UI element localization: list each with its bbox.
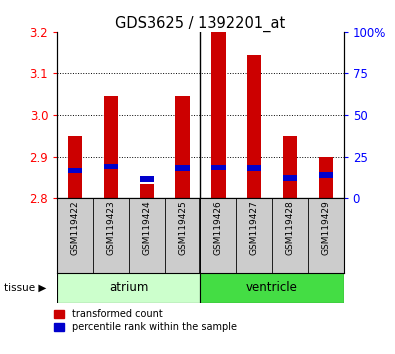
Text: ventricle: ventricle — [246, 281, 298, 294]
Bar — [175, 96, 190, 198]
Bar — [319, 156, 333, 198]
Text: tissue ▶: tissue ▶ — [4, 282, 46, 293]
Text: GSM119429: GSM119429 — [321, 200, 330, 255]
Text: GSM119425: GSM119425 — [178, 200, 187, 255]
Text: GSM119427: GSM119427 — [250, 200, 259, 255]
Bar — [139, 176, 154, 182]
Bar — [139, 184, 154, 198]
Bar — [283, 136, 297, 198]
Text: atrium: atrium — [109, 281, 149, 294]
Text: GSM119428: GSM119428 — [286, 200, 294, 255]
Bar — [175, 165, 190, 171]
Legend: transformed count, percentile rank within the sample: transformed count, percentile rank withi… — [54, 309, 237, 332]
Bar — [211, 32, 226, 198]
Text: GSM119422: GSM119422 — [71, 200, 80, 255]
Bar — [211, 165, 226, 170]
Text: GSM119423: GSM119423 — [107, 200, 115, 255]
Bar — [57, 273, 201, 303]
Bar — [247, 55, 261, 198]
Bar — [247, 165, 261, 171]
Bar — [283, 175, 297, 181]
Text: GSM119426: GSM119426 — [214, 200, 223, 255]
Title: GDS3625 / 1392201_at: GDS3625 / 1392201_at — [115, 16, 286, 32]
Bar — [319, 172, 333, 178]
Bar — [68, 136, 82, 198]
Bar — [104, 96, 118, 198]
Bar — [104, 164, 118, 169]
Text: GSM119424: GSM119424 — [142, 200, 151, 255]
Bar — [68, 168, 82, 173]
Bar — [201, 273, 344, 303]
